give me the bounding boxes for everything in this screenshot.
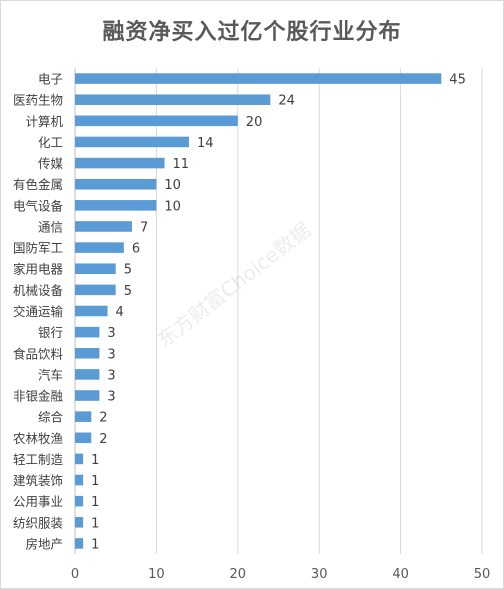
bar xyxy=(75,495,84,507)
category-label: 电气设备 xyxy=(13,198,64,213)
bar xyxy=(75,432,92,444)
data-label: 5 xyxy=(124,263,132,278)
category-label: 银行 xyxy=(38,325,63,340)
bar xyxy=(75,453,84,465)
data-label: 2 xyxy=(99,432,107,447)
data-label: 1 xyxy=(91,474,99,489)
data-label: 1 xyxy=(91,495,99,510)
bar xyxy=(75,538,84,549)
data-label: 7 xyxy=(140,220,148,235)
data-label: 3 xyxy=(107,326,115,341)
bar xyxy=(75,178,157,190)
data-label: 10 xyxy=(164,199,181,214)
category-label: 房地产 xyxy=(25,536,63,551)
bar xyxy=(75,263,116,275)
category-label: 建筑装饰 xyxy=(13,473,63,488)
category-label: 纺织服装 xyxy=(13,515,63,530)
data-label: 2 xyxy=(99,411,107,426)
category-label: 综合 xyxy=(38,410,64,425)
category-label: 家用电器 xyxy=(13,262,64,277)
data-label: 1 xyxy=(91,453,99,468)
category-label: 交通运输 xyxy=(13,304,64,319)
x-tick-label: 50 xyxy=(474,567,491,582)
data-label: 1 xyxy=(91,537,99,552)
category-label: 有色金属 xyxy=(13,177,63,192)
category-label: 传媒 xyxy=(38,156,64,171)
bar xyxy=(75,305,108,317)
bar xyxy=(75,221,132,232)
x-tick-label: 20 xyxy=(230,567,247,582)
category-label: 国防军工 xyxy=(13,241,63,256)
data-label: 10 xyxy=(164,178,181,193)
data-label: 4 xyxy=(116,305,124,320)
data-label: 45 xyxy=(449,73,466,88)
category-label: 非银金融 xyxy=(13,389,64,404)
data-label: 11 xyxy=(173,157,190,172)
category-label: 轻工制造 xyxy=(13,452,64,467)
x-tick-label: 40 xyxy=(392,567,409,582)
category-label: 机械设备 xyxy=(13,283,64,298)
data-label: 5 xyxy=(124,284,132,299)
x-tick-label: 0 xyxy=(71,567,79,582)
x-tick-label: 10 xyxy=(148,567,165,582)
category-label: 食品饮料 xyxy=(13,346,64,361)
x-tick-label: 30 xyxy=(311,567,328,582)
data-label: 24 xyxy=(278,94,295,109)
bar xyxy=(75,390,100,401)
category-label: 计算机 xyxy=(25,114,63,129)
data-label: 14 xyxy=(197,136,214,151)
data-label: 3 xyxy=(107,390,115,405)
bar xyxy=(75,369,100,380)
category-label: 汽车 xyxy=(38,367,63,382)
bar xyxy=(75,242,124,253)
bar xyxy=(75,284,116,296)
category-label: 医药生物 xyxy=(13,93,63,108)
category-label: 通信 xyxy=(38,219,63,234)
data-label: 3 xyxy=(107,368,115,383)
data-label: 3 xyxy=(107,347,115,362)
category-label: 农林牧渔 xyxy=(13,431,63,446)
bar xyxy=(75,73,442,84)
bar xyxy=(75,517,84,528)
data-label: 1 xyxy=(91,516,99,531)
bar xyxy=(75,411,92,422)
bar xyxy=(75,115,238,127)
category-label: 化工 xyxy=(38,135,63,150)
bar xyxy=(75,326,100,338)
category-label: 电子 xyxy=(38,72,63,87)
bar xyxy=(75,94,271,105)
data-label: 20 xyxy=(246,115,263,130)
category-label: 公用事业 xyxy=(13,494,63,509)
data-label: 6 xyxy=(132,242,140,257)
chart-title: 融资净买入过亿个股行业分布 xyxy=(102,20,402,45)
bar xyxy=(75,474,84,486)
bar xyxy=(75,136,189,148)
bar xyxy=(75,347,100,359)
bar xyxy=(75,157,165,169)
bar xyxy=(75,200,157,211)
